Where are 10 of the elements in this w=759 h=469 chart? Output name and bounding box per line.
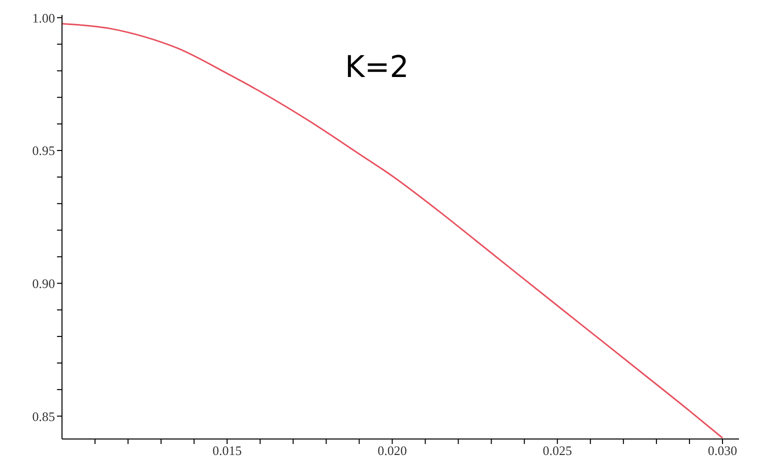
y-tick-label: 0.85 [32, 408, 55, 424]
y-tick-label: 1.00 [32, 10, 55, 26]
y-tick-label: 0.90 [32, 276, 55, 291]
x-tick-label: 0.030 [708, 443, 738, 458]
line-series [62, 23, 724, 439]
y-tick-label: 0.95 [32, 143, 55, 158]
x-tick-label: 0.015 [212, 443, 242, 458]
x-tick-label: 0.020 [378, 443, 407, 458]
x-tick-label: 0.025 [542, 443, 572, 458]
annotation: K=2 [345, 50, 409, 85]
